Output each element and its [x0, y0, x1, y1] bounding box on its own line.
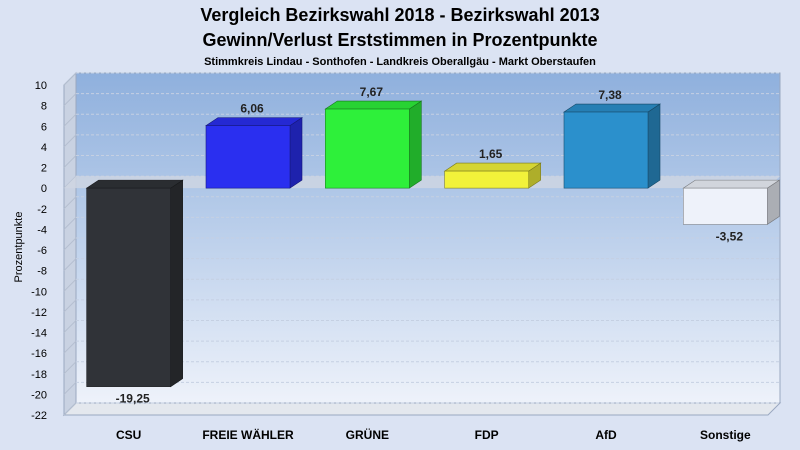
gridline-side [63, 93, 77, 106]
gridline-side [63, 320, 77, 333]
data-label: 7,67 [360, 85, 384, 99]
gridline-side [63, 237, 77, 251]
y-tick-label: -10 [31, 286, 47, 298]
bar-side [409, 100, 422, 189]
bar [563, 103, 661, 189]
y-tick-label: 4 [41, 142, 47, 154]
bar-front [683, 187, 768, 225]
y-tick-label: 2 [41, 163, 47, 175]
x-tick-label: GRÜNE [346, 427, 389, 442]
gridline-side [63, 134, 77, 148]
data-label: 6,06 [240, 102, 264, 116]
bar-side [289, 117, 303, 189]
y-tick-label: 0 [41, 183, 47, 195]
data-label: 1,65 [479, 147, 503, 161]
chart-title: Vergleich Bezirkswahl 2018 - Bezirkswahl… [200, 5, 599, 25]
y-tick-label: -4 [37, 224, 47, 236]
gridline-side [63, 402, 77, 416]
gridline-side [63, 382, 77, 395]
x-axis: CSU FREIE WÄHLER GRÜNE FDP AfD Sonstige [116, 427, 751, 442]
gridline-side [63, 361, 77, 375]
data-label: 7,38 [598, 88, 622, 102]
chart-subtitle: Gewinn/Verlust Erststimmen in Prozentpun… [202, 30, 597, 50]
y-tick-label: -2 [37, 204, 47, 216]
bar [682, 179, 781, 225]
gridline-side [63, 155, 77, 168]
y-axis-label: Prozentpunkte [13, 212, 25, 283]
bar-front [86, 187, 171, 387]
bar-top [443, 162, 542, 172]
data-label: -19,25 [116, 392, 150, 406]
gridline-side [63, 258, 77, 271]
bar-top [563, 103, 661, 113]
bars: -19,25 6,06 7,67 1,65 7,38 -3,52 [85, 85, 781, 406]
bar-front [325, 108, 410, 189]
gridline-side [63, 299, 77, 313]
y-tick-label: -18 [31, 369, 47, 381]
bar [85, 179, 184, 388]
x-tick-label: FDP [475, 428, 499, 442]
data-label: -3,52 [716, 229, 744, 243]
gridline-side [63, 113, 77, 127]
bar [324, 100, 423, 189]
y-axis: 10 8 6 4 2 0 -2 -4 -6 -8 -10 -12 -14 -16 -18 -20 -22 [31, 80, 47, 422]
y-tick-label: 10 [35, 80, 47, 92]
bar-top [85, 179, 184, 189]
y-tick-label: -6 [37, 245, 47, 257]
bar-side [170, 179, 183, 388]
y-tick-label: -20 [31, 389, 47, 401]
y-tick-label: -16 [31, 348, 47, 360]
bar-top [324, 100, 423, 110]
plot-floor [62, 402, 782, 416]
y-tick-label: -22 [31, 410, 47, 422]
bar-top [682, 179, 781, 189]
bar-front [563, 111, 649, 189]
y-tick-label: -8 [37, 266, 47, 278]
y-tick-label: 8 [41, 101, 47, 113]
gridline-side [63, 217, 77, 230]
gridline-side [63, 72, 77, 86]
bar [443, 162, 542, 189]
bar-side [647, 103, 661, 189]
y-tick-label: -12 [31, 307, 47, 319]
bar-front [444, 170, 529, 189]
chart-subsubtitle: Stimmkreis Lindau - Sonthofen - Landkrei… [204, 56, 596, 68]
bar-top [205, 117, 303, 126]
bar [205, 117, 303, 189]
gridline-side [63, 278, 77, 292]
x-tick-label: FREIE WÄHLER [202, 427, 294, 442]
bar-front [205, 125, 291, 189]
x-tick-label: AfD [595, 428, 617, 442]
y-tick-label: -14 [31, 328, 47, 340]
gridline-side [63, 340, 77, 354]
y-tick-label: 6 [41, 121, 47, 133]
x-tick-label: CSU [116, 428, 141, 442]
x-tick-label: Sonstige [700, 428, 751, 442]
gridline-side [63, 196, 77, 210]
